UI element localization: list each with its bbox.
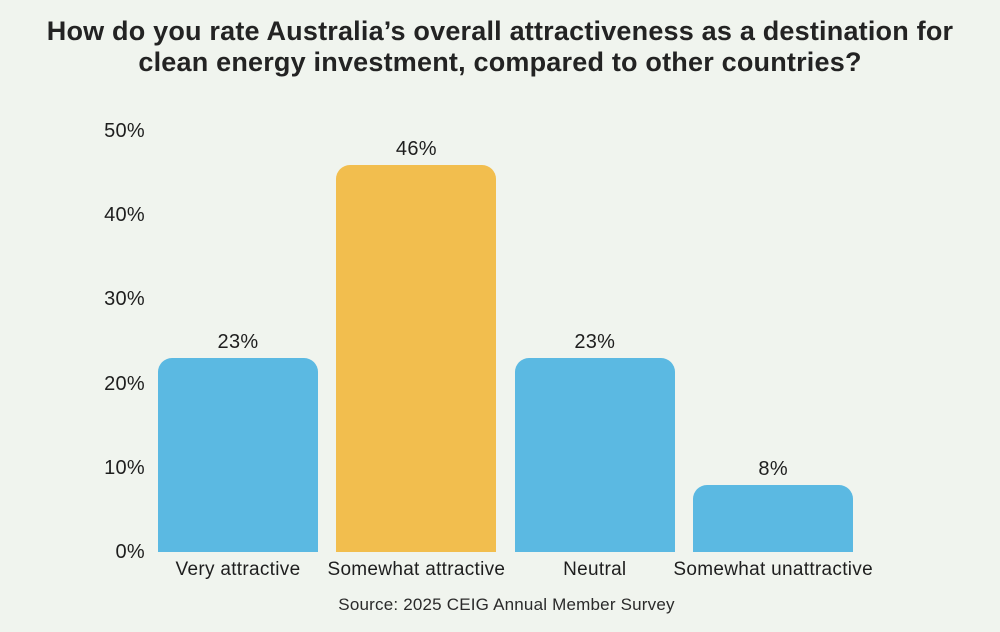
y-axis-tick-label: 10%	[104, 456, 145, 479]
bar-somewhat-unattractive	[693, 484, 854, 552]
bar-very-attractive	[158, 358, 318, 552]
y-axis-tick-label: 30%	[104, 288, 145, 311]
bar-neutral	[514, 358, 675, 552]
chart-title-line-1: How do you rate Australia’s overall attr…	[46, 16, 954, 46]
x-axis-category-label: Very attractive	[175, 559, 301, 580]
y-axis-tick-label: 0%	[115, 541, 145, 563]
bar-value-label: 46%	[395, 137, 437, 160]
y-axis-tick-label: 50%	[104, 120, 145, 142]
source-note: Source: 2025 CEIG Annual Member Survey	[338, 595, 675, 614]
bar-somewhat-attractive	[336, 164, 497, 552]
chart-title: How do you rate Australia’s overall attr…	[0, 16, 1000, 78]
chart-title-line-2: clean energy investment, compared to oth…	[138, 47, 862, 77]
x-axis-category-label: Somewhat attractive	[327, 559, 506, 580]
bar-value-label: 23%	[574, 331, 616, 354]
bar-value-label: 8%	[758, 457, 788, 480]
y-axis-tick-label: 40%	[104, 204, 145, 227]
bar-value-label: 23%	[217, 331, 259, 354]
x-axis-category-label: Somewhat unattractive	[673, 559, 873, 580]
x-axis-category-label: Neutral	[563, 559, 627, 580]
y-axis-tick-label: 20%	[104, 372, 145, 395]
